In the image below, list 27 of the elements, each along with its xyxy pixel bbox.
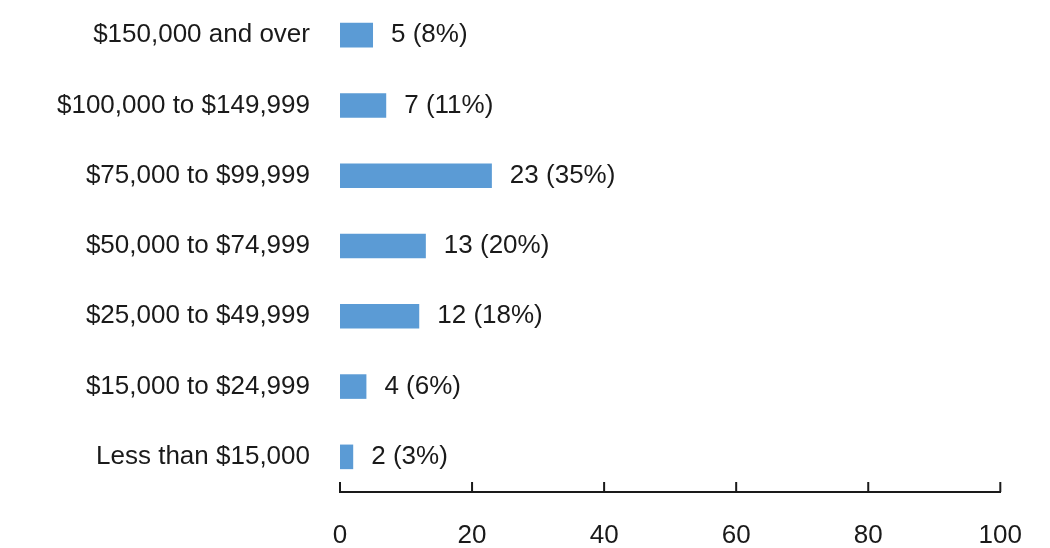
x-tick-label: 20 [457, 518, 487, 548]
bar [340, 374, 367, 399]
y-tick-label: $75,000 to $99,999 [85, 158, 310, 189]
bar [340, 163, 492, 189]
data-label: 13 (20%) [443, 229, 550, 260]
y-tick-label: Less than $15,000 [96, 440, 310, 471]
bar [340, 233, 426, 259]
y-tick-label: $100,000 to $149,999 [56, 88, 310, 119]
x-tick-label: 100 [978, 518, 1023, 548]
bar [340, 444, 354, 470]
data-label: 7 (11%) [404, 88, 494, 119]
data-label: 23 (35%) [509, 158, 616, 189]
x-tick-label: 80 [853, 518, 883, 548]
bar [340, 22, 374, 48]
y-tick-label: $50,000 to $74,999 [85, 229, 310, 260]
x-tick-label: 0 [332, 518, 348, 548]
data-label: 12 (18%) [437, 299, 543, 330]
data-label: 4 (6%) [384, 369, 461, 400]
y-tick-label: $150,000 and over [93, 18, 311, 49]
x-tick-label: 40 [589, 518, 619, 548]
y-tick-label: $15,000 to $24,999 [85, 369, 310, 400]
bar [340, 303, 420, 329]
y-tick-label: $25,000 to $49,999 [85, 299, 310, 330]
data-label: 5 (8%) [391, 18, 468, 49]
data-label: 2 (3%) [371, 440, 448, 471]
bar [340, 93, 387, 118]
x-tick-label: 60 [721, 518, 751, 548]
